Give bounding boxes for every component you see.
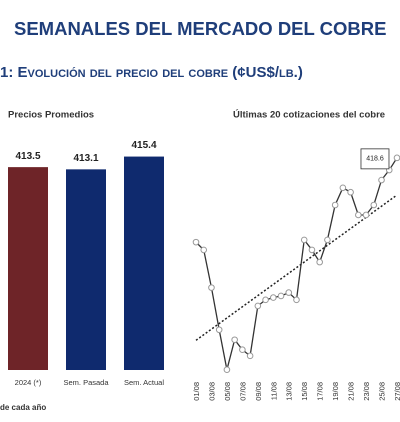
x-tick-label: Sem. Actual bbox=[124, 378, 164, 387]
bar bbox=[124, 156, 164, 370]
point bbox=[300, 236, 308, 244]
x-tick-label: 2024 (*) bbox=[15, 378, 42, 387]
point bbox=[246, 352, 254, 360]
trend-line bbox=[195, 194, 398, 341]
x-tick-label: 01/08 bbox=[192, 382, 201, 401]
bar bbox=[66, 169, 106, 370]
point bbox=[316, 258, 323, 266]
x-tick-label: 09/08 bbox=[254, 382, 263, 401]
annotation-box bbox=[360, 148, 390, 170]
value-label: 413.1 bbox=[73, 153, 98, 164]
x-tick-label: 07/08 bbox=[238, 382, 247, 401]
x-tick-label: 15/08 bbox=[300, 382, 309, 401]
x-tick-label: 11/08 bbox=[269, 382, 278, 400]
annotation: 418.6 bbox=[366, 156, 384, 163]
page-title: SEMANALES DEL MERCADO DEL COBRE bbox=[14, 18, 386, 39]
point bbox=[339, 184, 347, 192]
x-tick-label: 27/08 bbox=[393, 382, 400, 401]
point bbox=[192, 238, 200, 246]
price-line bbox=[195, 157, 398, 370]
point bbox=[277, 292, 285, 300]
x-tick-label: Sem. Pasada bbox=[63, 378, 109, 387]
point bbox=[324, 236, 331, 244]
point bbox=[347, 188, 354, 196]
point bbox=[239, 346, 246, 354]
point bbox=[285, 289, 293, 296]
x-tick-label: 13/08 bbox=[285, 382, 294, 401]
point bbox=[223, 366, 231, 373]
footnote: de cada año bbox=[0, 403, 46, 412]
point bbox=[378, 176, 385, 184]
value-label: 415.4 bbox=[131, 140, 156, 151]
point bbox=[231, 336, 238, 344]
x-tick-label: 19/08 bbox=[331, 382, 340, 401]
point bbox=[370, 201, 378, 209]
point bbox=[270, 294, 277, 301]
point bbox=[293, 296, 300, 304]
point bbox=[355, 211, 362, 219]
x-tick-label: 17/08 bbox=[316, 382, 325, 401]
point bbox=[262, 296, 269, 304]
value-label: 413.5 bbox=[15, 151, 40, 162]
x-tick-label: 21/08 bbox=[347, 382, 356, 401]
point bbox=[362, 211, 370, 219]
point bbox=[308, 246, 316, 254]
point bbox=[393, 154, 400, 162]
point bbox=[200, 246, 208, 254]
x-tick-label: 05/08 bbox=[223, 382, 232, 401]
x-tick-label: 25/08 bbox=[378, 382, 387, 401]
x-tick-label: 03/08 bbox=[207, 382, 216, 401]
point bbox=[331, 201, 339, 209]
x-tick-label: 23/08 bbox=[362, 382, 371, 401]
chart-title: Precios Promedios bbox=[8, 110, 94, 121]
point bbox=[215, 326, 223, 334]
chart-title: Últimas 20 cotizaciones del cobre bbox=[233, 109, 385, 121]
bar bbox=[8, 167, 48, 370]
point bbox=[208, 284, 215, 291]
point bbox=[254, 302, 262, 310]
section-title: 1: Evolución del precio del cobre (¢US$/… bbox=[0, 64, 303, 81]
